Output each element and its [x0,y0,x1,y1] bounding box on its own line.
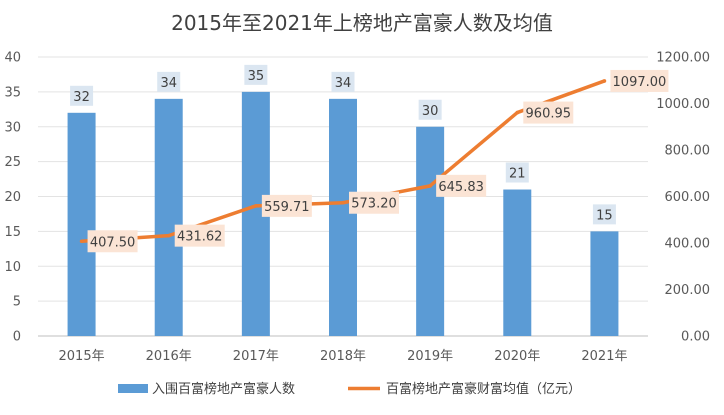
right-axis-tick-label: 1200.00 [656,51,710,66]
legend-bar-label: 入围百富榜地产富豪人数 [152,381,295,397]
line-label-box [87,230,138,253]
line-point [79,239,84,244]
line-label-box [174,224,225,247]
line-label-box [261,194,312,217]
right-axis-tick-label: 400.00 [665,237,711,252]
bar-data-labels: 32 34 35 34 30 21 15 [70,64,616,225]
bar-data-label: 30 [422,104,439,119]
left-axis-tick-label: 30 [4,120,21,135]
line-data-label: 960.95 [526,107,572,122]
bar-label-box [70,85,94,106]
line-data-label: 559.71 [264,200,310,215]
x-axis-tick-label: 2015年 [59,349,105,364]
bar-label-box [157,71,181,92]
line-point [602,79,607,83]
legend: 入围百富榜地产富豪人数 百富榜地产富豪财富均值（亿元） [118,381,581,397]
bar-label-box [592,204,616,225]
line-data-labels: 407.50 431.62 559.71 573.20 645.83 960.95 1097… [87,69,669,253]
left-axis-tick-label: 10 [4,260,21,275]
bar-data-label: 35 [248,69,265,84]
right-axis-tick-label: 800.00 [665,144,711,159]
left-axis-tick-label: 40 [4,51,21,66]
legend-line-label: 百富榜地产富豪财富均值（亿元） [386,381,581,397]
bar [503,189,532,336]
x-axis-tick-label: 2020年 [494,349,540,364]
line-point [515,110,520,115]
right-axis-tick-label: 0.00 [681,330,710,345]
left-axis-tick-label: 35 [4,85,21,100]
line-point [341,200,345,205]
bar-data-label: 21 [509,167,526,182]
right-axis-tick-label: 600.00 [665,190,711,205]
bar-label-box [244,64,268,85]
left-axis-ticks: 0 5 10 15 20 25 30 35 40 [4,51,21,345]
line-label-box [349,191,399,214]
right-axis-ticks: 0.00 200.00 400.00 600.00 800.00 1000.00 1200.… [656,51,710,345]
x-axis-tick-label: 2017年 [233,349,279,364]
left-axis-tick-label: 25 [4,155,21,170]
bar-label-box [418,99,442,120]
bar-data-label: 32 [73,90,90,105]
bar-series [67,91,619,336]
bar [329,98,357,336]
bar [67,112,96,336]
left-axis-tick-label: 20 [4,190,21,205]
line-data-label: 573.20 [351,197,397,212]
line-label-box [523,101,574,124]
line-data-label: 1097.00 [613,75,667,90]
line-data-label: 431.62 [177,230,223,245]
line-label-box [436,174,487,197]
bar-data-label: 34 [160,76,177,91]
bar-data-label: 34 [335,76,352,91]
bar-label-box [331,71,355,92]
line-point [166,233,171,238]
right-axis-tick-label: 1000.00 [656,97,710,112]
x-axis-tick-label: 2019年 [407,349,453,364]
chart-title: 2015年至2021年上榜地产富豪人数及均值 [171,11,553,35]
left-axis-tick-label: 0 [13,330,21,345]
line-point [428,184,432,188]
x-axis-tick-label: 2021年 [581,349,627,364]
bar [416,126,445,336]
bar-data-label: 15 [596,208,613,223]
left-axis-tick-label: 5 [13,295,21,310]
right-axis-tick-label: 200.00 [665,283,711,298]
line-data-label: 407.50 [90,235,136,250]
bar [590,231,619,336]
x-axis-tick-label: 2016年 [146,349,192,364]
x-axis-ticks: 2015年 2016年 2017年 2018年 2019年 2020年 2021年 [59,349,628,364]
x-axis-tick-label: 2018年 [320,349,366,364]
bar [154,98,183,336]
legend-bar-swatch [118,384,148,393]
line-point [254,204,258,208]
line-data-label: 645.83 [438,180,484,195]
line-series [79,79,607,244]
bar-label-box [505,162,529,183]
left-axis-tick-label: 15 [4,225,21,240]
line-label-box [610,69,669,92]
